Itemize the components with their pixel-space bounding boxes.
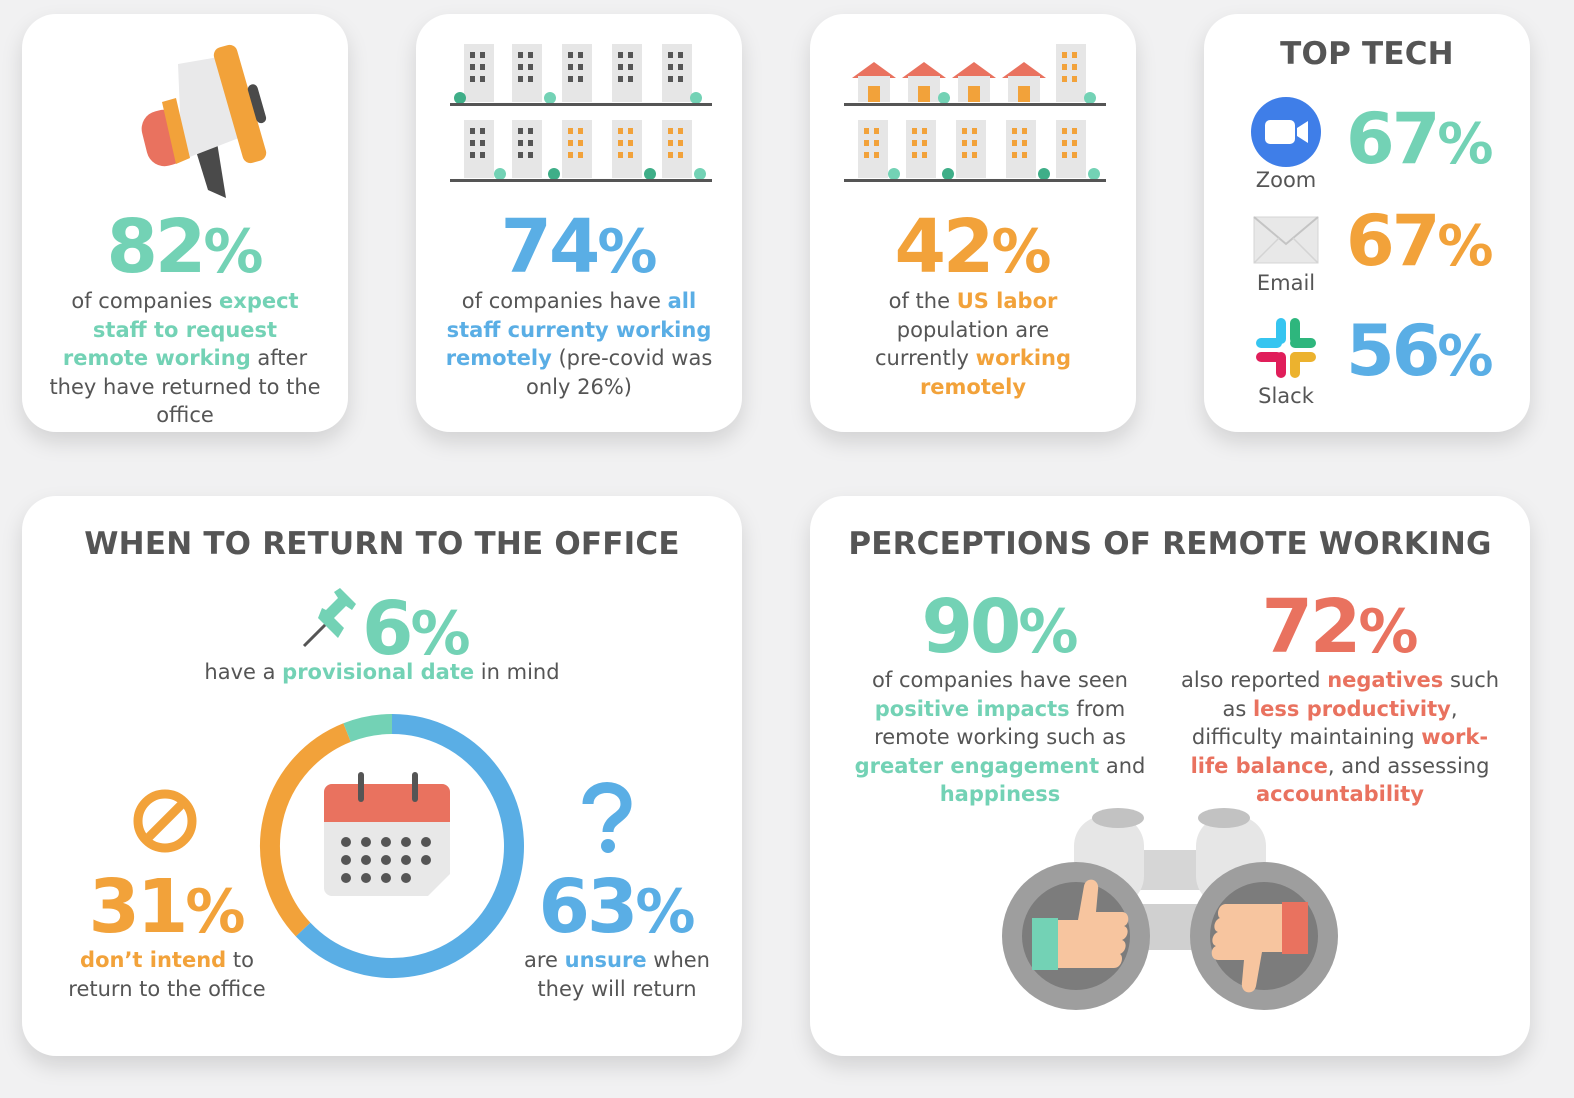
no-entry-icon: [133, 789, 197, 853]
zoom-icon: [1251, 97, 1321, 167]
donut-segment-dont_intend: [260, 723, 351, 937]
tech-pct-zoom: 67%: [1346, 98, 1494, 180]
stat-card-expect: 82% of companies expect staff to request…: [22, 14, 348, 432]
perceptions-title: PERCEPTIONS OF REMOTE WORKING: [848, 526, 1492, 562]
dont-intend-value: 31%: [88, 864, 246, 950]
top-tech-title: TOP TECH: [1280, 36, 1454, 72]
donut-segment-unsure: [295, 714, 524, 978]
office-buildings-icon: [450, 44, 712, 182]
email-icon: [1253, 216, 1319, 264]
negative-desc: also reported negatives such as less pro…: [1180, 668, 1500, 806]
tech-pct-slack: 56%: [1346, 310, 1494, 392]
stat-value-82: 82%: [106, 204, 264, 290]
return-office-title: WHEN TO RETURN TO THE OFFICE: [84, 526, 680, 562]
stat-value-42: 42%: [894, 204, 1052, 290]
stat-desc-staff: of companies have all staff currenty wor…: [445, 289, 713, 399]
positive-desc: of companies have seen positive impacts …: [854, 668, 1146, 806]
negative-value: 72%: [1261, 584, 1419, 670]
slack-icon: [1256, 318, 1316, 378]
return-office-card: WHEN TO RETURN TO THE OFFICE 6% have a p…: [22, 496, 742, 1056]
question-mark-icon: [582, 782, 632, 853]
stat-desc-labor: of the US labor population are currently…: [874, 289, 1072, 399]
thumbs-up-icon: [1032, 879, 1129, 970]
unsure-desc: are unsure when they will return: [524, 948, 710, 1001]
perceptions-card: PERCEPTIONS OF REMOTE WORKING 90% of com…: [810, 496, 1530, 1056]
stat-desc-expect: of companies expect staff to request rem…: [49, 289, 321, 427]
pushpin-icon: [302, 588, 356, 648]
houses-and-buildings-icon: [844, 44, 1106, 182]
top-tech-card: TOP TECH Zoom 67% Email 67% Slack 56%: [1204, 14, 1530, 432]
tech-label-zoom: Zoom: [1255, 168, 1317, 192]
return-donut-chart: [260, 714, 524, 978]
stat-value-74: 74%: [500, 204, 658, 290]
tech-label-email: Email: [1256, 271, 1316, 295]
unsure-value: 63%: [538, 864, 696, 950]
donut-segment-provisional: [343, 714, 393, 742]
tech-label-slack: Slack: [1258, 384, 1314, 408]
stat-card-staff-remote: 74% of companies have all staff currenty…: [416, 14, 742, 432]
stat-card-us-labor: 42% of the US labor population are curre…: [810, 14, 1136, 432]
tech-pct-email: 67%: [1346, 200, 1494, 282]
binoculars-icon: [1002, 808, 1338, 1010]
provisional-desc: have a provisional date in mind: [204, 660, 560, 684]
thumbs-down-icon: [1211, 902, 1308, 993]
dont-intend-desc: don’t intend to return to the office: [68, 948, 266, 1001]
positive-value: 90%: [921, 584, 1079, 670]
calendar-icon: [324, 772, 450, 896]
provisional-value: 6%: [362, 586, 471, 672]
megaphone-icon: [141, 44, 267, 198]
